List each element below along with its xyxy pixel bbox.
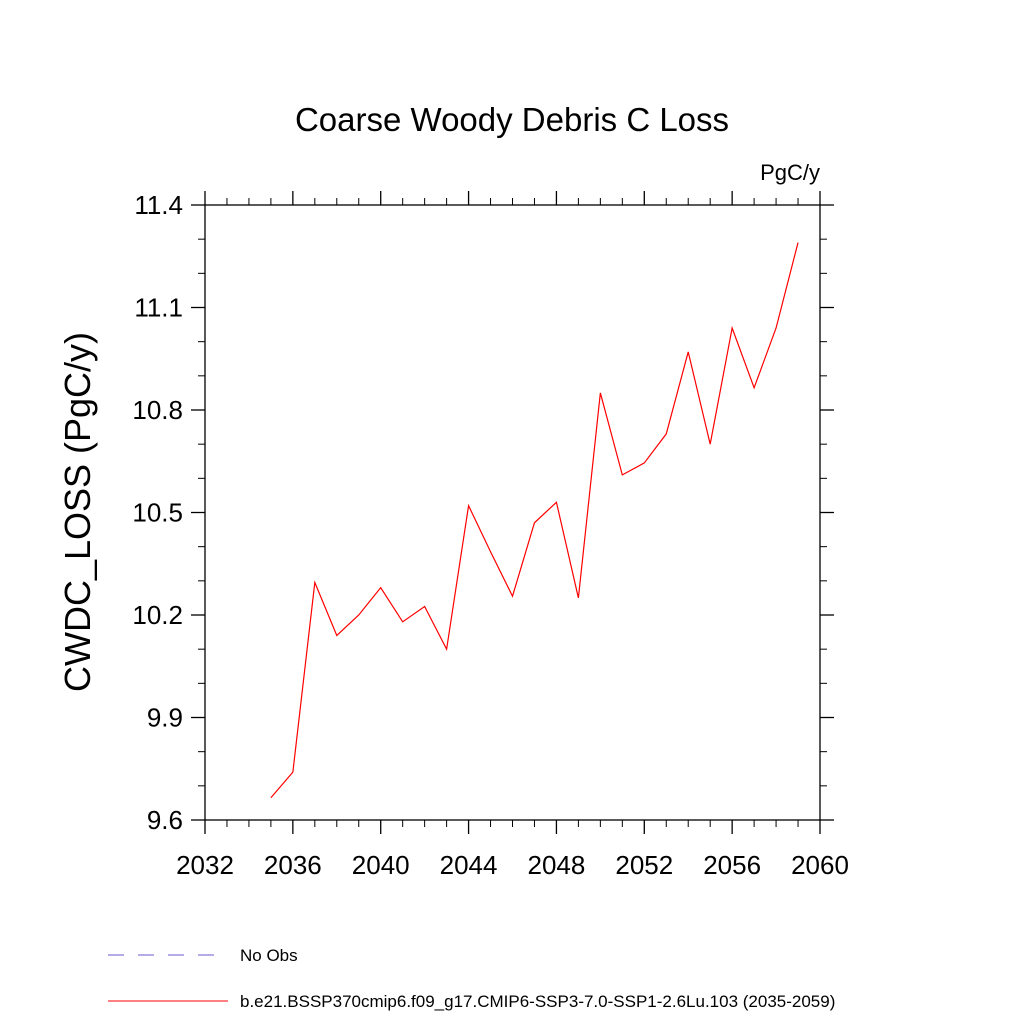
data-point: [357, 614, 360, 617]
legend-label: b.e21.BSSP370cmip6.f09_g17.CMIP6-SSP3-7.…: [240, 992, 835, 1011]
units-label: PgC/y: [760, 160, 820, 185]
data-point: [511, 595, 514, 598]
data-point: [489, 550, 492, 553]
series-layer: [269, 241, 800, 799]
x-tick-label: 2036: [264, 850, 322, 880]
y-tick-label: 10.8: [132, 395, 183, 425]
x-tick-label: 2044: [440, 850, 498, 880]
data-point: [753, 386, 756, 389]
y-tick-label: 11.1: [134, 293, 183, 323]
series-line: [270, 242, 799, 799]
legend-label: No Obs: [240, 946, 298, 965]
data-point: [797, 241, 800, 244]
y-tick-label: 11.4: [134, 190, 183, 220]
data-point: [445, 648, 448, 651]
data-point: [577, 596, 580, 599]
x-tick-label: 2060: [791, 850, 849, 880]
x-tick-label: 2040: [352, 850, 410, 880]
data-point: [599, 391, 602, 394]
x-tick-label: 2052: [615, 850, 673, 880]
data-point: [379, 586, 382, 589]
x-tick-label: 2056: [703, 850, 761, 880]
y-tick-label: 10.2: [132, 600, 183, 630]
data-point: [709, 443, 712, 446]
y-tick-label: 10.5: [132, 498, 183, 528]
data-point: [775, 327, 778, 330]
y-axis-label: CWDC_LOSS (PgC/y): [57, 332, 98, 692]
plot-frame: [204, 204, 821, 821]
data-point: [291, 771, 294, 774]
data-point: [269, 796, 272, 799]
legend: No Obs b.e21.BSSP370cmip6.f09_g17.CMIP6-S…: [108, 946, 835, 1011]
y-tick-label: 9.9: [147, 703, 183, 733]
axis-ticks: 2032 2036 2040 2044 2048 2052 2056 2060 9.6 9.9 10…: [132, 190, 849, 880]
data-point: [335, 634, 338, 637]
data-point: [423, 605, 426, 608]
y-tick-label: 9.6: [147, 805, 183, 835]
data-point: [555, 501, 558, 504]
data-point: [731, 327, 734, 330]
data-point: [665, 432, 668, 435]
data-point: [621, 473, 624, 476]
data-point: [643, 461, 646, 464]
data-point: [467, 504, 470, 507]
chart-title: Coarse Woody Debris C Loss: [295, 101, 729, 138]
data-point: [687, 350, 690, 353]
x-tick-label: 2032: [176, 850, 234, 880]
data-point: [401, 620, 404, 623]
data-point: [533, 521, 536, 524]
data-point: [313, 581, 316, 584]
x-tick-label: 2048: [528, 850, 586, 880]
